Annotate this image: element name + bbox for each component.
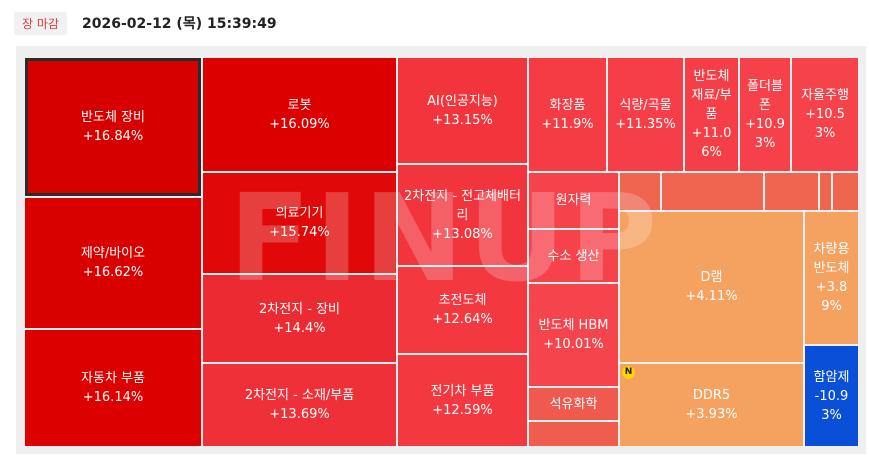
treemap-tile[interactable]: 화장품 +11.9%	[529, 58, 606, 171]
treemap: 반도체 장비 +16.84% 제약/바이오 +16.62% 자동차 부품 +16.14% 로…	[16, 46, 866, 454]
status-badge: 장 마감	[14, 12, 67, 35]
tile-name: 의료기기	[275, 206, 324, 221]
tile-change: +13.08%	[432, 226, 493, 242]
tile-name: 2차전지 - 소재/부품	[244, 388, 355, 403]
tile-change: +13.15%	[432, 112, 493, 128]
treemap-tile[interactable]: 2차전지 - 장비 +14.4%	[203, 275, 396, 362]
tile-change: -10.93%	[814, 388, 849, 423]
tile-name: 원자력	[555, 193, 592, 208]
tile-change: +16.84%	[82, 129, 144, 144]
tile-name: 제약/바이오	[80, 246, 146, 261]
tile-change: +10.01%	[543, 337, 604, 352]
treemap-tile[interactable]: 의료기기 +15.74%	[203, 173, 396, 273]
treemap-tile[interactable]	[662, 173, 763, 210]
treemap-tile[interactable]: 로봇 +16.09%	[203, 58, 396, 171]
tile-name: 식량/곡물	[619, 97, 672, 113]
treemap-tile[interactable]: AI(인공지능) +13.15%	[398, 58, 527, 163]
tile-change: +16.14%	[82, 390, 144, 405]
treemap-tile[interactable]: 차량용 반도체 +3.89%	[805, 212, 858, 344]
tile-change: +12.59%	[432, 402, 493, 418]
treemap-tile[interactable]	[620, 173, 660, 210]
treemap-tile[interactable]: 원자력	[529, 173, 618, 228]
treemap-tile[interactable]: 반도체 HBM +10.01%	[529, 284, 618, 386]
treemap-tile[interactable]	[833, 173, 858, 210]
tile-change: +12.64%	[432, 312, 493, 327]
new-badge: N	[622, 366, 635, 379]
tile-name: 반도체 장비	[81, 110, 145, 125]
tile-name: 함암제	[813, 369, 850, 385]
tile-change: +10.53%	[805, 107, 845, 141]
tile-name: 2차전지 - 장비	[258, 301, 341, 317]
treemap-tile[interactable]: 자동차 부품 +16.14%	[25, 330, 201, 446]
treemap-tile[interactable]: D램 +4.11%	[620, 212, 803, 362]
treemap-tile[interactable]: 자율주행 +10.53%	[792, 58, 858, 171]
tile-change: +3.89%	[815, 280, 848, 314]
treemap-tile[interactable]: 함암제 -10.93%	[805, 346, 858, 446]
tile-name: AI(인공지능)	[427, 93, 498, 109]
tile-name: 차량용 반도체	[813, 242, 850, 276]
tile-name: 반도체 HBM	[538, 318, 609, 333]
tile-name: 석유화학	[549, 396, 598, 412]
tile-name: 수소 생산	[547, 248, 600, 264]
tile-name: DDR5	[692, 388, 731, 403]
treemap-tile[interactable]: 폴더블폰 +10.93%	[740, 58, 790, 171]
datetime: 2026-02-12 (목) 15:39:49	[82, 16, 277, 32]
treemap-tile[interactable]: 식량/곡물 +11.35%	[608, 58, 683, 171]
treemap-tile[interactable]	[529, 422, 618, 446]
tile-change: +14.4%	[273, 320, 326, 336]
tile-name: D램	[700, 270, 723, 285]
treemap-tile[interactable]: 반도체 장비 +16.84%	[25, 58, 201, 196]
tile-name: 폴더블폰	[747, 78, 783, 113]
treemap-tile[interactable]: 수소 생산	[529, 230, 618, 282]
treemap-tile[interactable]: 2차전지 - 소재/부품 +13.69%	[203, 364, 396, 446]
treemap-tile[interactable]	[765, 173, 818, 210]
tile-change: +10.93%	[745, 116, 785, 151]
tile-name: 화장품	[549, 97, 586, 113]
tile-change: +4.11%	[685, 289, 738, 304]
tile-name: 반도체 재료/부품	[691, 69, 732, 122]
treemap-tile[interactable]: 석유화학	[529, 388, 618, 420]
tile-name: 로봇	[287, 97, 312, 113]
tile-change: +11.35%	[615, 116, 676, 132]
tile-change: +11.06%	[691, 126, 732, 160]
treemap-tile[interactable]: 전기차 부품 +12.59%	[398, 355, 527, 446]
tile-change: +3.93%	[685, 407, 738, 422]
treemap-tile[interactable]	[820, 173, 831, 210]
treemap-tile[interactable]: 제약/바이오 +16.62%	[25, 198, 201, 328]
treemap-tile[interactable]: 2차전지 - 전고체배터리 +13.08%	[398, 165, 527, 265]
tile-name: 자율주행	[801, 88, 849, 103]
treemap-tile[interactable]: 초전도체 +12.64%	[398, 267, 527, 353]
tile-change: +16.09%	[269, 116, 330, 132]
treemap-tile[interactable]: 반도체 재료/부품 +11.06%	[685, 58, 738, 171]
tile-change: +11.9%	[541, 116, 594, 132]
tile-name: 초전도체	[438, 293, 487, 308]
tile-change: +13.69%	[269, 407, 330, 422]
tile-change: +15.74%	[269, 225, 330, 240]
tile-change: +16.62%	[82, 265, 144, 280]
tile-name: 자동차 부품	[81, 371, 145, 386]
treemap-tile[interactable]: DDR5 +3.93% N	[620, 364, 803, 446]
tile-name: 전기차 부품	[430, 383, 495, 399]
tile-name: 2차전지 - 전고체배터리	[404, 188, 521, 223]
